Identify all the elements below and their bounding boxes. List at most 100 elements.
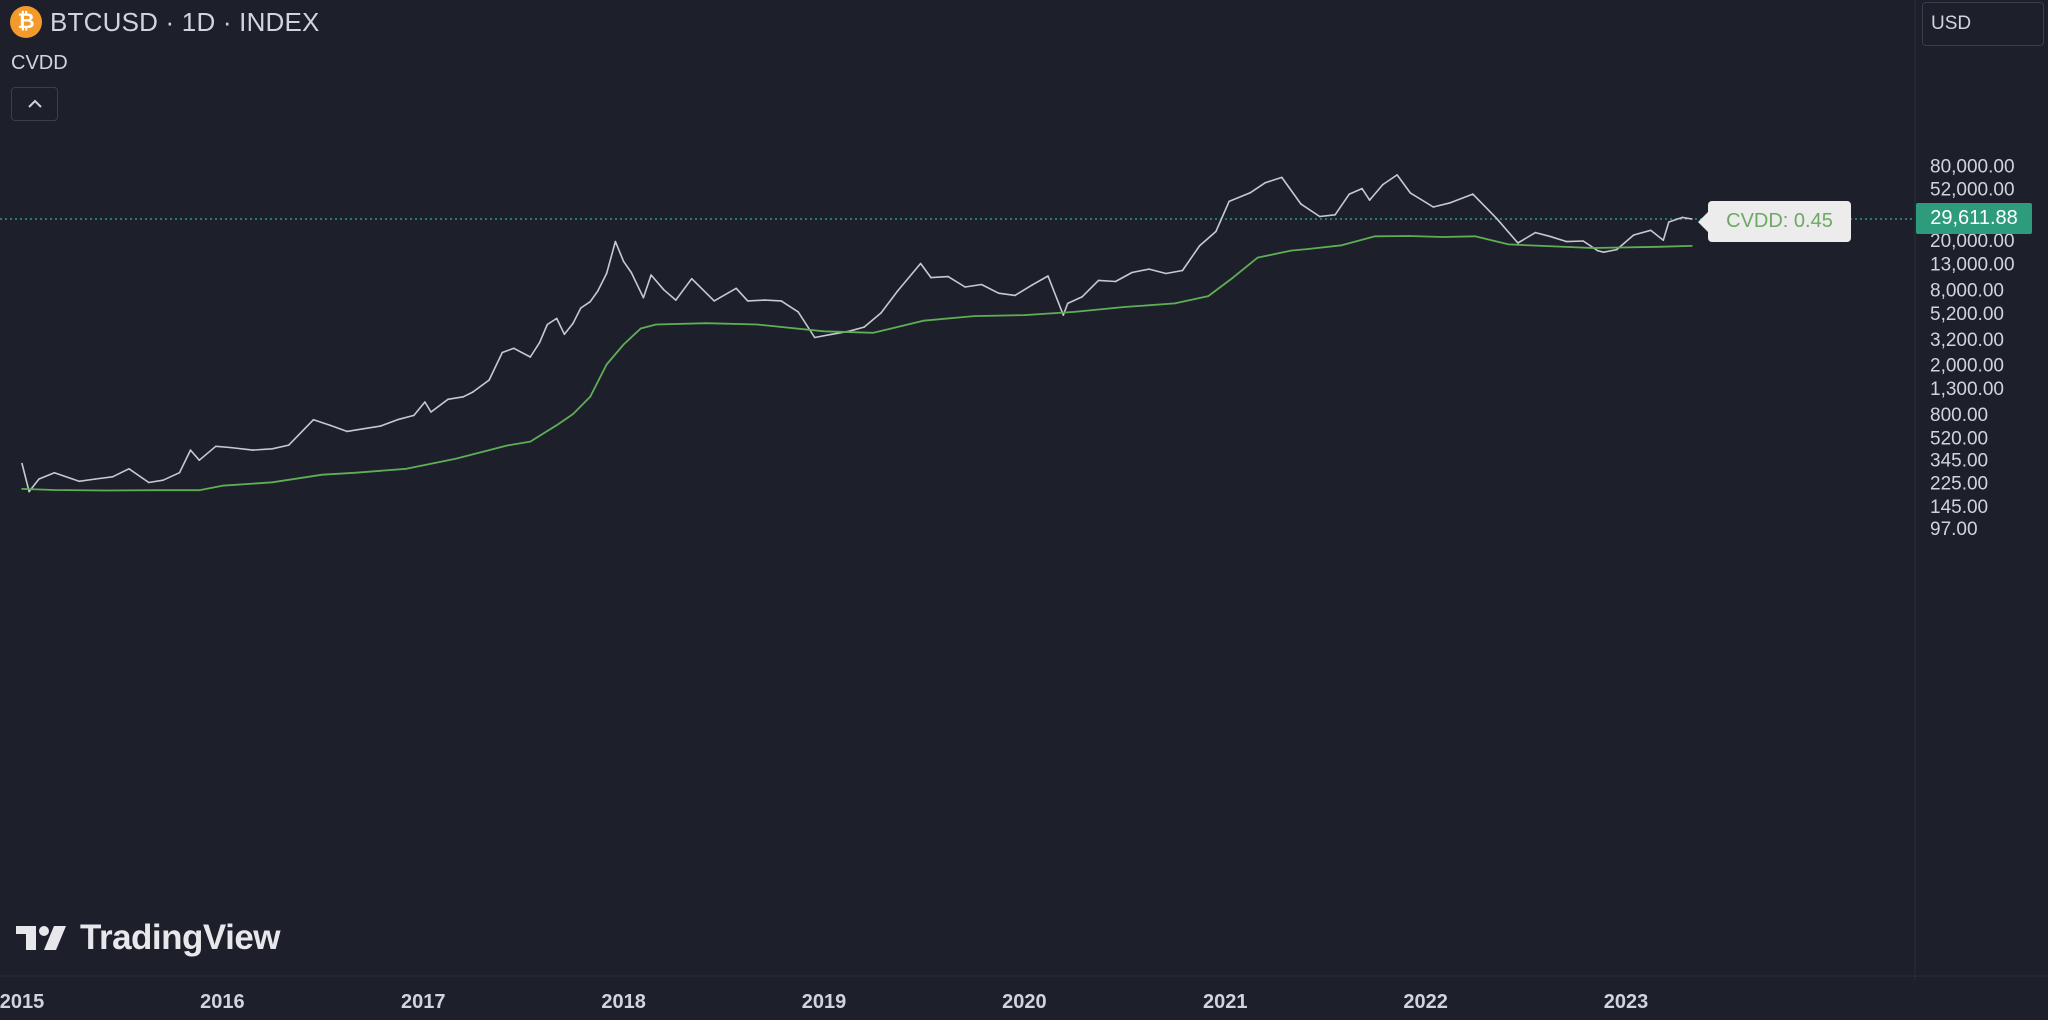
- price-point: [919, 262, 922, 265]
- price-point: [650, 274, 652, 276]
- price-point: [94, 478, 97, 480]
- cvdd-point: [973, 315, 975, 317]
- x-tick-label: 2018: [601, 991, 646, 1013]
- price-point: [1047, 275, 1049, 277]
- price-point: [271, 448, 274, 450]
- price-point: [1534, 231, 1537, 234]
- bitcoin-icon: ₿: [10, 6, 42, 38]
- cvdd-point: [154, 489, 157, 492]
- cvdd-point: [1691, 245, 1693, 247]
- price-point: [501, 351, 504, 354]
- y-tick-label: 8,000.00: [1930, 281, 2004, 302]
- price-point: [288, 444, 290, 446]
- price-point: [513, 347, 515, 350]
- price-point: [605, 272, 608, 275]
- symbol-header[interactable]: ₿ BTCUSD · 1D · INDEX: [10, 6, 320, 38]
- cvdd-point: [1174, 302, 1176, 305]
- price-point: [1565, 240, 1568, 243]
- price-point: [1228, 200, 1230, 203]
- price-point: [797, 311, 799, 313]
- currency-selector[interactable]: USD: [1922, 2, 2044, 46]
- tradingview-logo[interactable]: TradingView: [14, 918, 281, 958]
- price-point: [178, 471, 181, 474]
- price-point: [111, 476, 114, 478]
- price-point: [1114, 280, 1117, 283]
- price-point: [763, 299, 766, 301]
- price-point: [662, 288, 665, 291]
- y-tick-label: 345.00: [1930, 450, 1988, 471]
- y-tick-label: 13,000.00: [1930, 255, 2015, 276]
- price-point: [813, 336, 816, 339]
- cvdd-point: [622, 343, 625, 346]
- x-tick-label: 2022: [1403, 991, 1448, 1013]
- price-point: [555, 317, 558, 320]
- price-point: [471, 391, 474, 393]
- price-point: [189, 449, 192, 451]
- price-point: [997, 292, 1000, 295]
- price-point: [713, 300, 715, 302]
- price-point: [589, 300, 591, 303]
- price-point: [614, 240, 617, 243]
- cvdd-point: [1441, 236, 1444, 238]
- cvdd-point: [1507, 243, 1510, 246]
- cvdd-point: [505, 444, 508, 447]
- cvdd-point: [823, 330, 825, 333]
- price-point: [1548, 235, 1551, 238]
- cvdd-point: [53, 489, 56, 491]
- price-point: [1198, 245, 1201, 247]
- cvdd-point: [1290, 249, 1292, 252]
- tradingview-logo-icon: [16, 926, 66, 950]
- price-point: [346, 430, 348, 433]
- time-axis[interactable]: 2015 2016 2017 2018 2019 2020 2021 2022 2023: [0, 991, 1648, 1013]
- cvdd-point: [1474, 235, 1476, 238]
- cvdd-point: [756, 323, 758, 326]
- cvdd-point: [872, 332, 875, 334]
- price-point: [863, 326, 865, 328]
- price-point: [746, 300, 749, 302]
- price-point: [930, 276, 932, 279]
- price-point: [251, 449, 254, 451]
- cvdd-point: [1207, 295, 1210, 297]
- price-point: [546, 323, 549, 326]
- symbol-title[interactable]: BTCUSD · 1D · INDEX: [50, 6, 320, 37]
- price-point: [830, 333, 833, 336]
- cvdd-point: [1307, 248, 1309, 250]
- price-point: [363, 427, 365, 430]
- cvdd-point: [1374, 235, 1376, 238]
- price-point: [1031, 284, 1033, 286]
- price-point: [1681, 216, 1684, 219]
- x-tick-label: 2020: [1002, 991, 1047, 1013]
- cvdd-point: [1023, 314, 1026, 316]
- price-point: [78, 480, 80, 483]
- price-point: [379, 425, 382, 427]
- cvdd-point: [221, 484, 224, 487]
- price-point: [947, 275, 949, 278]
- cvdd-point: [198, 489, 201, 492]
- x-tick-label: 2023: [1604, 991, 1649, 1013]
- price-point: [1181, 269, 1184, 272]
- price-point: [1472, 193, 1474, 195]
- collapse-legend-button[interactable]: [11, 87, 58, 121]
- y-tick-label: 80,000.00: [1930, 156, 2015, 177]
- price-point: [424, 401, 426, 403]
- price-point: [1348, 193, 1351, 195]
- price-point: [1602, 251, 1605, 253]
- x-tick-label: 2019: [802, 991, 847, 1013]
- price-point: [1368, 199, 1371, 201]
- y-tick-label: 52,000.00: [1930, 180, 2015, 201]
- price-point: [980, 283, 983, 286]
- price-point: [53, 471, 56, 474]
- cvdd-point: [1541, 245, 1543, 247]
- price-point: [1334, 214, 1336, 216]
- y-tick-label: 520.00: [1930, 428, 1988, 449]
- price-point: [1014, 294, 1016, 297]
- cvdd-point: [589, 396, 591, 398]
- y-tick-label: 1,300.00: [1930, 379, 2004, 400]
- y-tick-label: 145.00: [1930, 497, 1988, 518]
- price-point: [597, 290, 599, 292]
- indicator-legend-cvdd[interactable]: CVDD: [11, 52, 68, 74]
- cvdd-line: [21, 235, 1692, 492]
- price-point: [1432, 206, 1435, 208]
- price-axis[interactable]: 80,000.00 52,000.00 20,000.00 13,000.00 8,00…: [1930, 156, 2015, 540]
